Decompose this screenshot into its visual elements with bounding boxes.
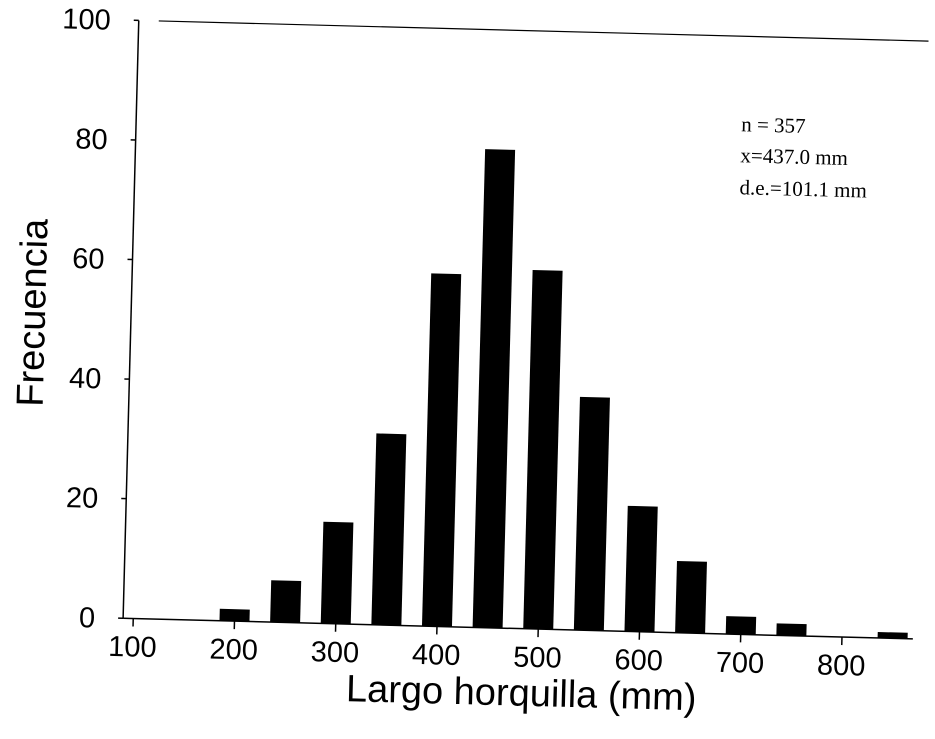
- y-tick-label: 60: [72, 243, 105, 276]
- bar-250: [270, 580, 301, 623]
- stat-n: n = 357: [741, 112, 806, 138]
- top-frame-line: [159, 21, 929, 41]
- bar-750: [776, 623, 806, 636]
- bar-350: [371, 433, 406, 625]
- bar-200: [219, 609, 249, 622]
- x-tick-label: 700: [715, 647, 764, 680]
- bar-550: [574, 397, 610, 631]
- x-tick-label: 800: [817, 649, 866, 682]
- bar-300: [321, 522, 354, 624]
- x-tick-label: 200: [209, 634, 258, 667]
- x-tick-label: 500: [513, 641, 562, 674]
- x-tick-label: 300: [310, 636, 359, 669]
- x-tick-label: 100: [108, 631, 157, 664]
- stat-mean: x=437.0 mm: [740, 143, 848, 170]
- stat-sd: d.e.=101.1 mm: [739, 175, 867, 202]
- stats-annotation: n = 357 x=437.0 mm d.e.=101.1 mm: [739, 112, 869, 202]
- bar-450: [473, 149, 516, 628]
- bar-650: [675, 561, 707, 634]
- bar-400: [422, 273, 461, 626]
- y-axis-line: [123, 20, 139, 618]
- y-tick-label: 100: [62, 3, 111, 36]
- y-tick-label: 0: [79, 602, 96, 634]
- bars-group: [219, 143, 920, 639]
- y-tick-label: 40: [69, 363, 102, 396]
- y-tick-label: 20: [66, 482, 99, 515]
- y-tick-label: 80: [75, 123, 108, 156]
- bar-700: [726, 616, 756, 635]
- bar-850: [878, 632, 908, 639]
- y-axis-title: Frecuencia: [10, 217, 57, 407]
- bar-600: [624, 506, 657, 632]
- bar-500: [523, 270, 562, 629]
- x-tick-label: 600: [614, 644, 663, 677]
- x-axis-title: Largo horquilla (mm): [345, 668, 697, 719]
- x-tick-label: 400: [412, 639, 461, 672]
